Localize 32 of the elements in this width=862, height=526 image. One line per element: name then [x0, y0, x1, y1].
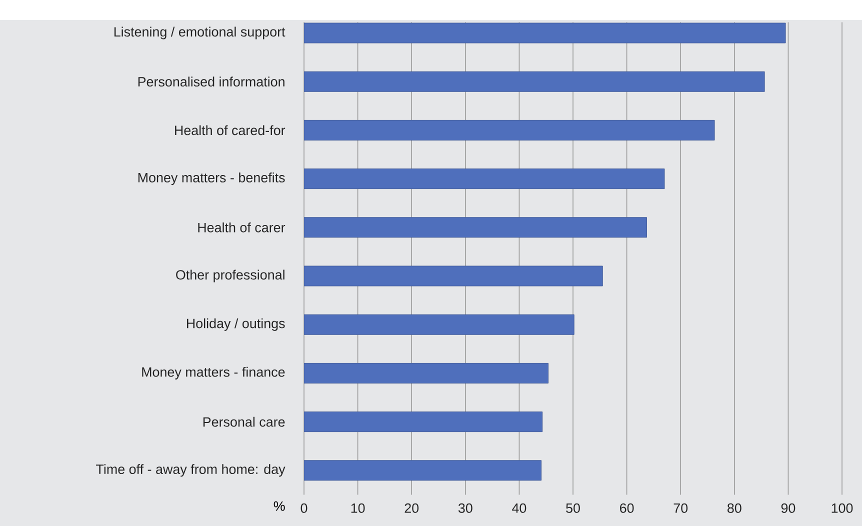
x-tick-label: 70: [674, 503, 688, 513]
y-tick-label: Personalised information: [138, 76, 284, 87]
x-tick-label: 80: [728, 503, 742, 513]
bar: [304, 362, 549, 384]
y-tick-label: Health of carer: [198, 222, 286, 232]
bar: [304, 23, 786, 43]
bar: [304, 71, 765, 92]
x-tick-label: 20: [404, 503, 419, 513]
y-tick-label: Time off - away from home: day: [96, 464, 286, 477]
y-tick-label: Health of cared-for: [175, 125, 286, 136]
y-tick-label: Money matters - finance: [142, 366, 285, 380]
y-tick-label: Holiday / outings: [186, 318, 285, 331]
x-tick-label: 40: [512, 503, 526, 513]
bar: [304, 412, 543, 432]
y-tick-label: Personal care: [203, 416, 285, 427]
x-tick-label: 60: [620, 503, 634, 513]
x-tick-label: 90: [781, 503, 796, 513]
x-tick-label: 30: [458, 503, 472, 513]
x-tick-label: 0: [300, 503, 308, 513]
bar: [304, 217, 647, 238]
x-tick-label: 10: [351, 503, 365, 513]
bar: [304, 168, 665, 190]
y-tick-label: Listening / emotional support: [114, 26, 286, 40]
y-tick-label: Other professional: [176, 270, 284, 282]
x-tick-label: 100: [832, 503, 853, 513]
x-axis-title: %: [274, 501, 285, 511]
bar: [304, 314, 574, 335]
bar: [304, 266, 603, 286]
x-tick-label: 50: [566, 503, 580, 513]
y-tick-label: Money matters - benefits: [138, 172, 285, 186]
bar: [304, 120, 715, 140]
bar: [304, 460, 542, 481]
